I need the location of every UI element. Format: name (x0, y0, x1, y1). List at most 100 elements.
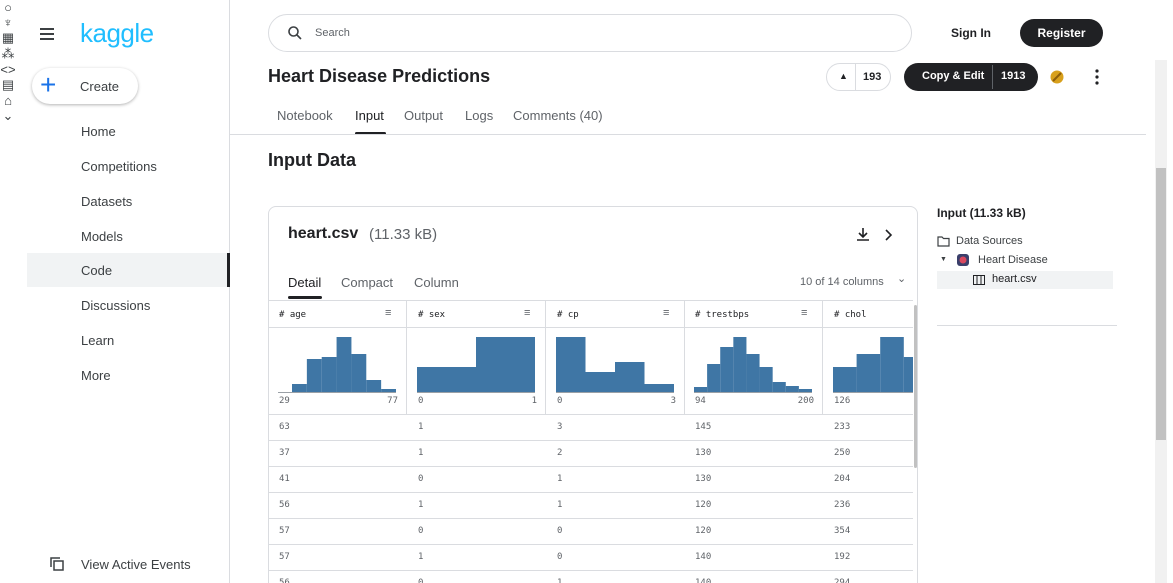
nav-item[interactable]: Code (81, 263, 113, 278)
nav-icon: ⌄ (2, 108, 14, 123)
nav-item[interactable]: Models (81, 229, 123, 244)
nav-active-bg (27, 253, 230, 287)
range-max: 77 (387, 396, 398, 406)
histogram-bar (759, 367, 773, 392)
file-actions[interactable] (856, 227, 896, 243)
column-header[interactable]: # age (279, 310, 307, 320)
dataset-name[interactable]: Heart Disease (978, 254, 1048, 266)
histogram-bar (880, 337, 904, 392)
histogram-bar (336, 337, 352, 392)
histogram-bar (306, 359, 322, 392)
table-cell: 57 (279, 552, 290, 562)
create-button[interactable]: + Create (32, 68, 138, 104)
search-icon (288, 26, 302, 40)
table-cell: 0 (418, 526, 424, 536)
nav-item[interactable]: Discussions (81, 298, 151, 313)
nav-icon: <> (0, 62, 16, 77)
view-tab-active[interactable]: Detail (288, 275, 322, 290)
table-cell: 233 (834, 422, 851, 432)
tree-file[interactable]: heart.csv (992, 273, 1037, 285)
sort-icon: ≡ (801, 307, 808, 319)
nav-item[interactable]: Learn (81, 333, 115, 348)
column-header[interactable]: # sex (418, 310, 446, 320)
histogram-bar (903, 357, 913, 392)
scrollbar-thumb[interactable] (1156, 168, 1166, 440)
logo[interactable]: kaggle (80, 18, 154, 48)
table-cell: 2 (557, 448, 563, 458)
column-border (406, 301, 407, 414)
table-cell: 1 (418, 448, 424, 458)
table-cell: 57 (279, 526, 290, 536)
plus-icon: + (40, 69, 57, 100)
more-icon[interactable] (1094, 68, 1100, 86)
table-cell: 120 (695, 500, 712, 510)
tab-active[interactable]: Input (355, 108, 384, 123)
nav-item[interactable]: Datasets (81, 194, 133, 209)
histogram-bar (417, 367, 476, 392)
row-border (268, 518, 913, 519)
table-cell: 250 (834, 448, 851, 458)
table-cell: 41 (279, 474, 290, 484)
histogram-bar (720, 347, 734, 392)
histogram (417, 337, 535, 393)
histogram-bar (746, 354, 760, 392)
table-cell: 1 (418, 552, 424, 562)
columns-selector[interactable]: 10 of 14 columns (800, 276, 884, 288)
view-tab[interactable]: Compact (341, 275, 394, 290)
histogram-bar (694, 387, 708, 392)
histogram-bar (321, 357, 337, 392)
histogram-bar (585, 372, 615, 392)
sort-icon: ≡ (663, 307, 670, 319)
tab[interactable]: Output (404, 108, 444, 123)
row-border (268, 544, 913, 545)
range-min: 0 (557, 396, 563, 406)
data-sources[interactable]: Data Sources (956, 235, 1023, 247)
table-cell: 56 (279, 500, 290, 510)
table-cell: 1 (557, 474, 563, 484)
table-scrollbar[interactable] (914, 305, 917, 468)
view-events[interactable]: View Active Events (81, 557, 191, 572)
dataset-avatar (957, 254, 969, 266)
menu-icon[interactable] (40, 27, 56, 41)
header-divider (230, 134, 1146, 135)
histogram (278, 337, 396, 393)
nav-item[interactable]: Home (81, 124, 116, 139)
table-cell: 0 (557, 526, 563, 536)
tree-toggle[interactable]: ▼ (940, 256, 947, 263)
histogram-bar (615, 362, 645, 392)
columns-chevron: ⌄ (897, 273, 907, 285)
row-border (268, 414, 913, 415)
nav-item[interactable]: More (81, 368, 111, 383)
histogram-bar (476, 337, 535, 392)
column-border (545, 301, 546, 414)
register-button[interactable]: Register (1020, 19, 1103, 47)
range-min: 29 (279, 396, 290, 406)
nav-active-bar (227, 253, 230, 287)
histogram-bar (644, 384, 674, 392)
row-border (268, 492, 913, 493)
table-cell: 0 (557, 552, 563, 562)
notebook-title: Heart Disease Predictions (268, 66, 491, 86)
vote-button[interactable]: ▲ 193 (826, 63, 891, 91)
sign-in[interactable]: Sign In (951, 26, 991, 40)
table-cell: 1 (418, 500, 424, 510)
tab[interactable]: Comments (40) (513, 108, 603, 123)
create-label: Create (80, 79, 120, 94)
copy-edit-button[interactable]: Copy & Edit 1913 (904, 63, 1038, 91)
tab[interactable]: Logs (465, 108, 494, 123)
column-header[interactable]: # cp (557, 310, 579, 320)
file-size: (11.33 kB) (369, 226, 438, 243)
search-box[interactable] (268, 14, 912, 52)
nav-item[interactable]: Competitions (81, 159, 157, 174)
table-cell: 3 (557, 422, 563, 432)
table-cell: 204 (834, 474, 851, 484)
copy-edit-label: Copy & Edit (922, 70, 985, 82)
range-max: 3 (670, 396, 676, 406)
column-header[interactable]: # chol (834, 310, 867, 320)
tab[interactable]: Notebook (277, 108, 333, 123)
column-header[interactable]: # trestbps (695, 310, 750, 320)
data-table: # age ≡ 29 77 # sex ≡ 0 1 # cp ≡ 0 3 # trestbps ≡ 94 20… (268, 300, 913, 583)
view-tab[interactable]: Column (414, 275, 459, 290)
section-heading: Input Data (268, 150, 356, 170)
